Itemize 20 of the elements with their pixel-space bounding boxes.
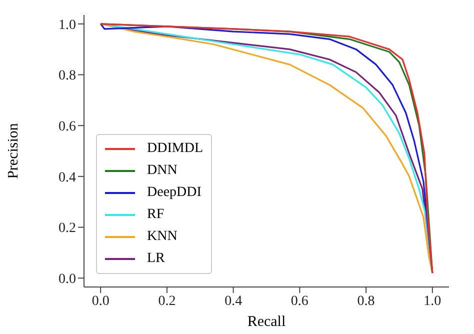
x-tick-label: 0.6 [290, 294, 308, 309]
x-axis-title: Recall [247, 314, 286, 330]
x-tick-label: 0.4 [224, 294, 242, 309]
x-tick-label: 0.0 [92, 294, 110, 309]
x-tick-label: 1.0 [424, 294, 442, 309]
y-tick-label: 0.2 [58, 221, 76, 236]
x-tick-label: 0.8 [357, 294, 375, 309]
y-tick-label: 0.0 [58, 272, 76, 288]
legend-label: DDIMDL [147, 141, 203, 157]
line-series [100, 23, 434, 274]
x-tick-label: 0.2 [158, 294, 176, 309]
legend-label: DNN [147, 163, 178, 179]
y-tick-label: 0.6 [58, 120, 76, 135]
y-tick-label: 0.8 [58, 68, 76, 84]
legend-label: DeepDDI [147, 185, 202, 201]
legend-label: RF [147, 207, 164, 223]
y-tick-label: 0.4 [58, 170, 76, 186]
legend-label: KNN [147, 229, 178, 245]
legend-label: LR [147, 251, 165, 267]
y-tick-label: 1.0 [58, 18, 76, 33]
